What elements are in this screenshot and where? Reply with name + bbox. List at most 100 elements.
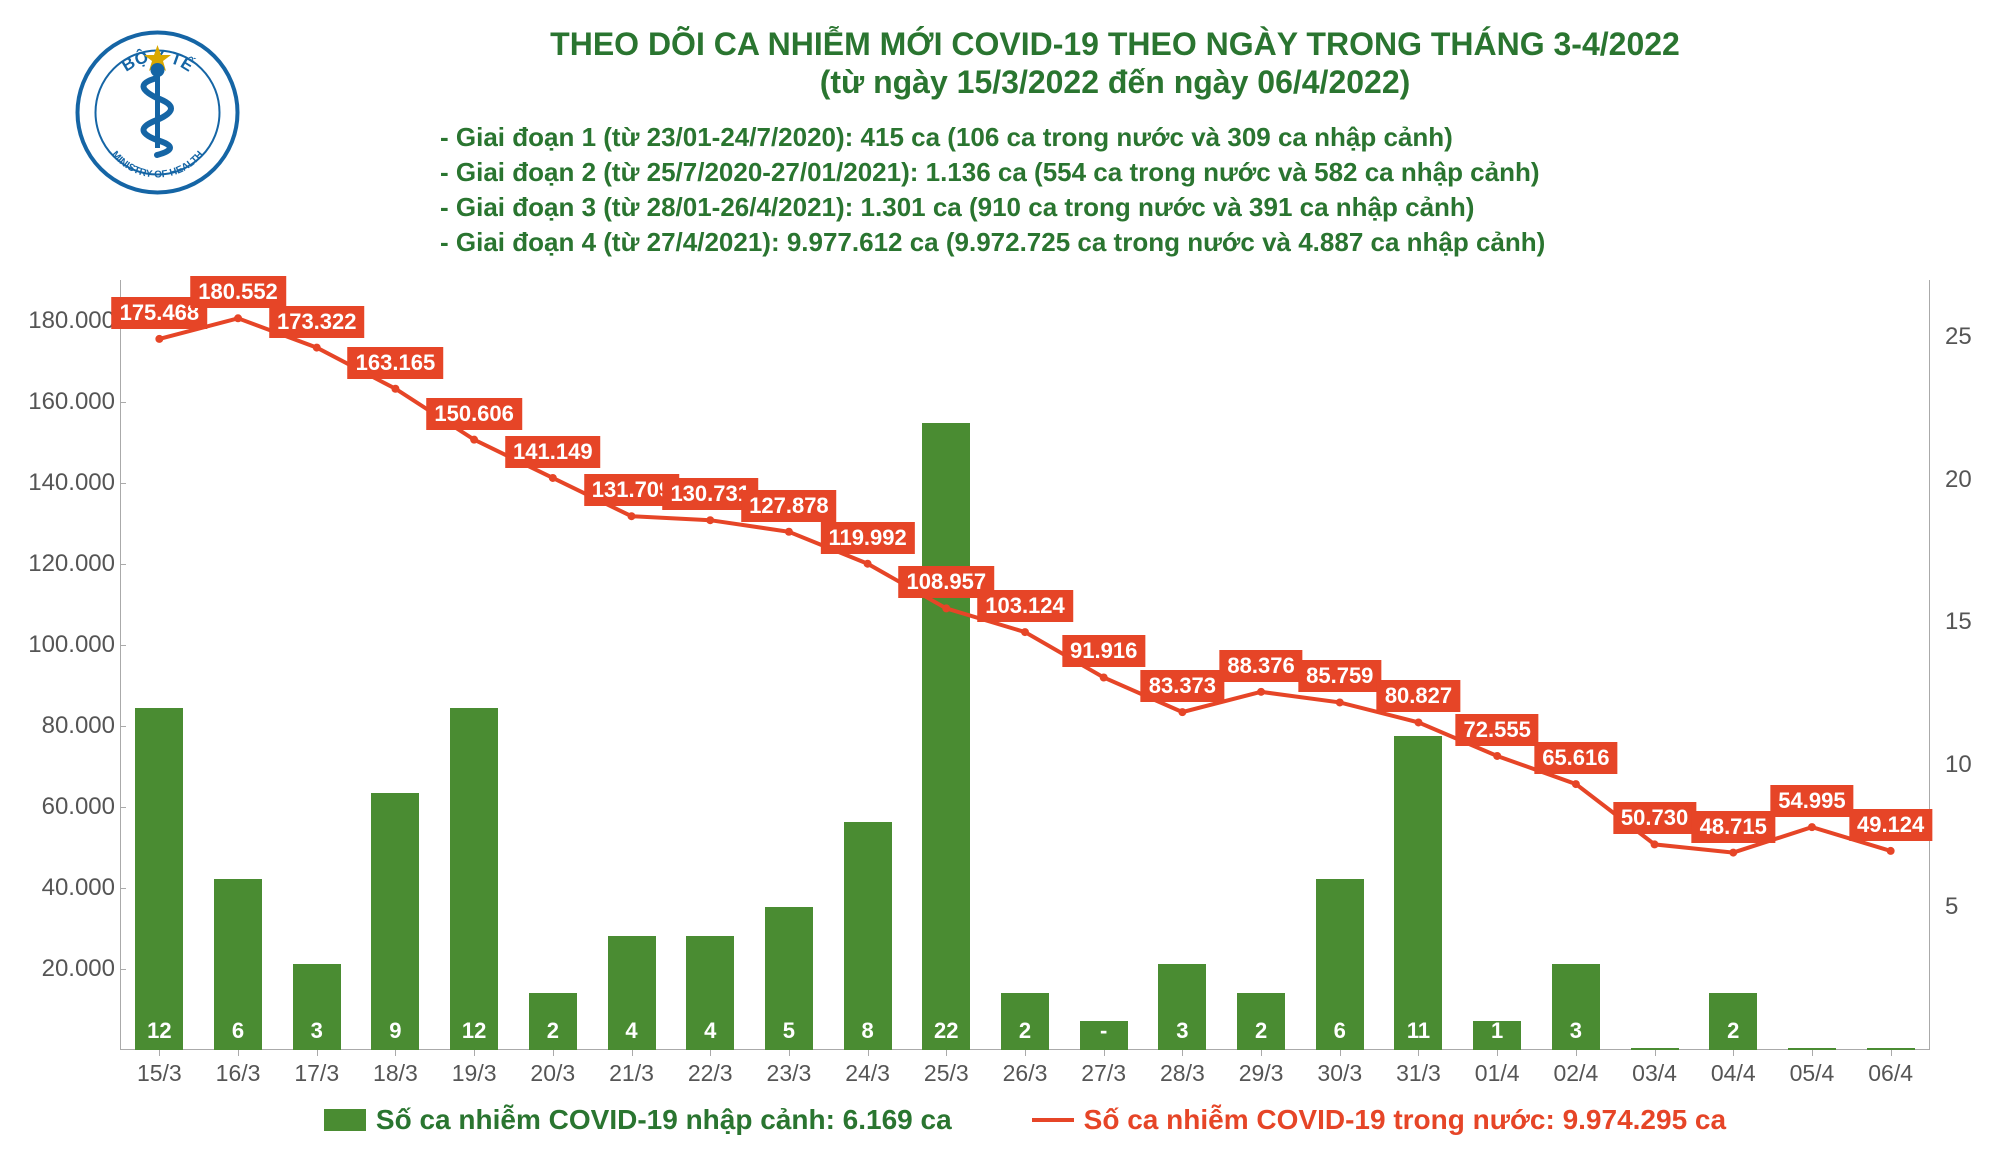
x-tick: 06/4 [1868,1060,1913,1087]
info-line: - Giai đoạn 1 (từ 23/01-24/7/2020): 415 … [440,120,1950,155]
line-data-label: 72.555 [1456,714,1539,746]
legend-line-text: Số ca nhiễm COVID-19 trong nước: 9.974.2… [1084,1104,1726,1136]
line-data-label: 50.730 [1613,802,1696,834]
bar-label: 12 [462,1018,486,1044]
x-tick: 29/3 [1239,1060,1284,1087]
y-right-tick: 25 [1945,323,1990,351]
bar-label: - [1808,1018,1815,1044]
bar-label: 2 [1255,1018,1267,1044]
line-data-label: 85.759 [1298,660,1381,692]
bar-label: 4 [625,1018,637,1044]
x-tick: 17/3 [294,1060,339,1087]
line-data-label: 163.165 [348,347,444,379]
x-tick: 19/3 [452,1060,497,1087]
line-data-label: 80.827 [1377,680,1460,712]
line-data-label: 180.552 [190,276,286,308]
x-tick: 31/3 [1396,1060,1441,1087]
bar-label: 6 [232,1018,244,1044]
x-tick: 01/4 [1475,1060,1520,1087]
plot-area: 126391224458222-3261113-2--175.468180.55… [120,280,1930,1050]
bar-label: 9 [389,1018,401,1044]
x-axis: 15/3 16/3 17/3 18/3 19/3 20/3 21/3 22/3 23/3 24/3… [120,1050,1930,1090]
bar-label: 5 [783,1018,795,1044]
y-left-tick: 60.000 [10,793,115,821]
x-tick: 26/3 [1003,1060,1048,1087]
chart-container: BỘ Y TẾ MINISTRY OF HEALTH THEO DÕI CA N… [0,0,2000,1152]
line-data-label: 119.992 [820,522,914,554]
bar-label: 12 [147,1018,171,1044]
line-data-label: 49.124 [1849,809,1932,841]
y-left-tick: 140.000 [10,469,115,497]
x-tick: 02/4 [1553,1060,1598,1087]
line-data-label: 88.376 [1219,650,1302,682]
x-tick: 16/3 [216,1060,261,1087]
info-line: - Giai đoạn 3 (từ 28/01-26/4/2021): 1.30… [440,190,1950,225]
line-data-label: 54.995 [1770,785,1853,817]
x-tick: 25/3 [924,1060,969,1087]
bar-label: 11 [1407,1018,1430,1044]
y-right-tick: 5 [1945,893,1990,921]
title-block: THEO DÕI CA NHIỄM MỚI COVID-19 THEO NGÀY… [280,25,1950,102]
legend: Số ca nhiễm COVID-19 nhập cảnh: 6.169 ca… [120,1100,1930,1140]
x-tick: 30/3 [1317,1060,1362,1087]
line-data-label: 173.322 [269,306,365,338]
legend-bar-text: Số ca nhiễm COVID-19 nhập cảnh: 6.169 ca [376,1104,952,1136]
y-left-tick: 180.000 [10,307,115,335]
legend-swatch-bar [324,1109,366,1131]
bar-label: 3 [1570,1018,1582,1044]
info-line: - Giai đoạn 4 (từ 27/4/2021): 9.977.612 … [440,225,1950,260]
bar-label: 2 [1727,1018,1739,1044]
bar-label: 3 [1176,1018,1188,1044]
line-data-label: 150.606 [426,398,522,430]
bar-label: 3 [311,1018,323,1044]
y-left-tick: 80.000 [10,712,115,740]
bar-label: 1 [1491,1018,1503,1044]
x-tick: 05/4 [1790,1060,1835,1087]
bar-label: 2 [1019,1018,1031,1044]
bar-label: 6 [1334,1018,1346,1044]
info-line: - Giai đoạn 2 (từ 25/7/2020-27/01/2021):… [440,155,1950,190]
y-left-tick: 120.000 [10,550,115,578]
title-sub: (từ ngày 15/3/2022 đến ngày 06/4/2022) [280,63,1950,101]
bar-label: 2 [547,1018,559,1044]
bar-label: 22 [934,1018,958,1044]
x-tick: 03/4 [1632,1060,1677,1087]
line-series [120,280,1930,1050]
bar-label: 4 [704,1018,716,1044]
bar-label: - [1887,1018,1894,1044]
x-tick: 04/4 [1711,1060,1756,1087]
ministry-logo: BỘ Y TẾ MINISTRY OF HEALTH [75,30,240,195]
line-data-label: 103.124 [977,590,1073,622]
bar-label: 8 [861,1018,873,1044]
x-tick: 23/3 [767,1060,812,1087]
x-tick: 20/3 [530,1060,575,1087]
line-data-label: 48.715 [1692,811,1775,843]
y-axis-left: 20.000 40.000 60.000 80.000 100.000 120.000 14… [10,280,115,1050]
x-tick: 28/3 [1160,1060,1205,1087]
x-tick: 24/3 [845,1060,890,1087]
line-data-label: 141.149 [505,436,601,468]
y-left-tick: 100.000 [10,631,115,659]
y-right-tick: 15 [1945,608,1990,636]
legend-line: Số ca nhiễm COVID-19 trong nước: 9.974.2… [1032,1104,1726,1136]
y-right-tick: 20 [1945,466,1990,494]
line-data-label: 83.373 [1141,670,1224,702]
bar-label: - [1651,1018,1658,1044]
x-tick: 15/3 [137,1060,182,1087]
x-tick: 18/3 [373,1060,418,1087]
y-left-tick: 20.000 [10,955,115,983]
x-tick: 22/3 [688,1060,733,1087]
line-data-label: 65.616 [1534,742,1617,774]
legend-bar: Số ca nhiễm COVID-19 nhập cảnh: 6.169 ca [324,1104,952,1136]
info-block: - Giai đoạn 1 (từ 23/01-24/7/2020): 415 … [440,120,1950,260]
y-right-tick: 10 [1945,751,1990,779]
y-left-tick: 160.000 [10,388,115,416]
title-main: THEO DÕI CA NHIỄM MỚI COVID-19 THEO NGÀY… [280,25,1950,63]
y-left-tick: 40.000 [10,874,115,902]
bar-label: - [1100,1018,1107,1044]
x-tick: 27/3 [1081,1060,1126,1087]
legend-swatch-line [1032,1118,1074,1122]
line-data-label: 127.878 [741,490,837,522]
y-axis-right: 5 10 15 20 25 [1945,280,1990,1050]
x-tick: 21/3 [609,1060,654,1087]
